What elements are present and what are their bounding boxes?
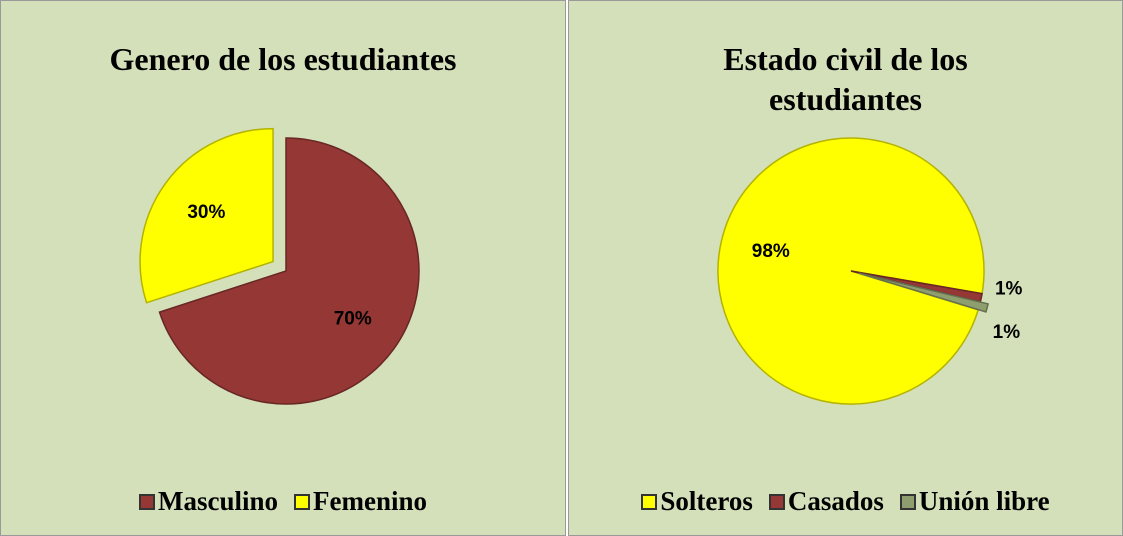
chart-title: Estado civil de los estudiantes <box>723 41 968 117</box>
legend-label: Femenino <box>313 486 427 516</box>
legend-label: Solteros <box>660 486 753 516</box>
chart-panel: 98% 1% 1% Solteros Casados Unión libre Estado … <box>568 0 1123 536</box>
pie-chart: 70% 30% <box>139 127 420 405</box>
legend-swatch <box>768 493 785 510</box>
legend-item: Unión libre <box>899 486 1050 517</box>
legend-label: Unión libre <box>918 486 1050 516</box>
pie-chart: 98% 1% 1% <box>717 137 1023 405</box>
legend-item: Solteros <box>641 486 753 517</box>
pie-slice <box>858 272 990 313</box>
data-label: 70% <box>334 308 372 329</box>
legend: Masculino Femenino <box>1 486 565 517</box>
legend-swatch <box>294 493 310 510</box>
legend: Solteros Casados Unión libre <box>569 486 1122 517</box>
legend-swatch <box>641 493 658 510</box>
data-label: 1% <box>993 322 1021 343</box>
chart-title: Genero de los estudiantes <box>109 41 457 77</box>
chart-panel: 70% 30% Masculino Femenino Genero de los est… <box>0 0 566 536</box>
legend-item: Femenino <box>294 486 427 517</box>
data-label: 98% <box>752 241 790 262</box>
legend-swatch <box>899 493 916 510</box>
data-label: 1% <box>995 278 1023 299</box>
legend-item: Masculino <box>138 486 278 517</box>
data-label: 30% <box>187 202 225 223</box>
pie-slice <box>158 137 420 405</box>
legend-label: Masculino <box>157 486 278 516</box>
legend-label: Casados <box>787 486 884 516</box>
legend-swatch <box>138 493 155 510</box>
legend-item: Casados <box>768 486 884 517</box>
pie-slice <box>139 127 274 304</box>
